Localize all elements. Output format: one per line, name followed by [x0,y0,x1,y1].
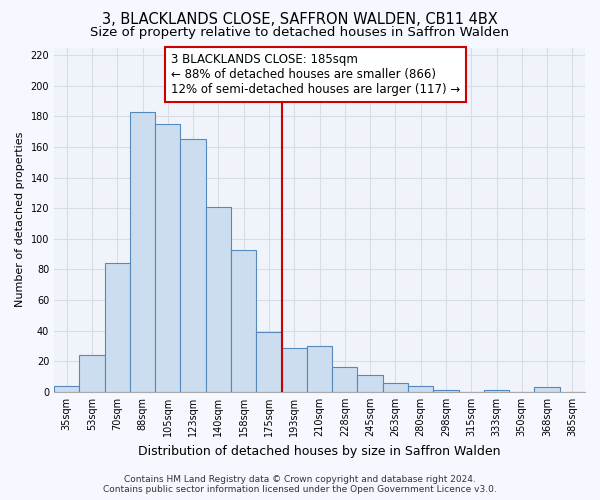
Bar [181,140,206,392]
Bar [484,390,509,392]
Bar [130,112,155,392]
Text: 3, BLACKLANDS CLOSE, SAFFRON WALDEN, CB11 4BX: 3, BLACKLANDS CLOSE, SAFFRON WALDEN, CB1… [102,12,498,28]
Bar [104,264,130,392]
Bar [332,368,358,392]
Bar [256,332,281,392]
Bar [206,206,231,392]
Bar [231,250,256,392]
Bar [155,124,181,392]
Bar [358,375,383,392]
Text: Size of property relative to detached houses in Saffron Walden: Size of property relative to detached ho… [91,26,509,39]
Y-axis label: Number of detached properties: Number of detached properties [15,132,25,308]
Text: Contains HM Land Registry data © Crown copyright and database right 2024.
Contai: Contains HM Land Registry data © Crown c… [103,474,497,494]
Bar [408,386,433,392]
Bar [383,382,408,392]
Bar [535,388,560,392]
Bar [307,346,332,392]
Bar [433,390,458,392]
X-axis label: Distribution of detached houses by size in Saffron Walden: Distribution of detached houses by size … [138,444,501,458]
Bar [79,355,104,392]
Bar [54,386,79,392]
Bar [281,348,307,392]
Text: 3 BLACKLANDS CLOSE: 185sqm
← 88% of detached houses are smaller (866)
12% of sem: 3 BLACKLANDS CLOSE: 185sqm ← 88% of deta… [171,52,460,96]
